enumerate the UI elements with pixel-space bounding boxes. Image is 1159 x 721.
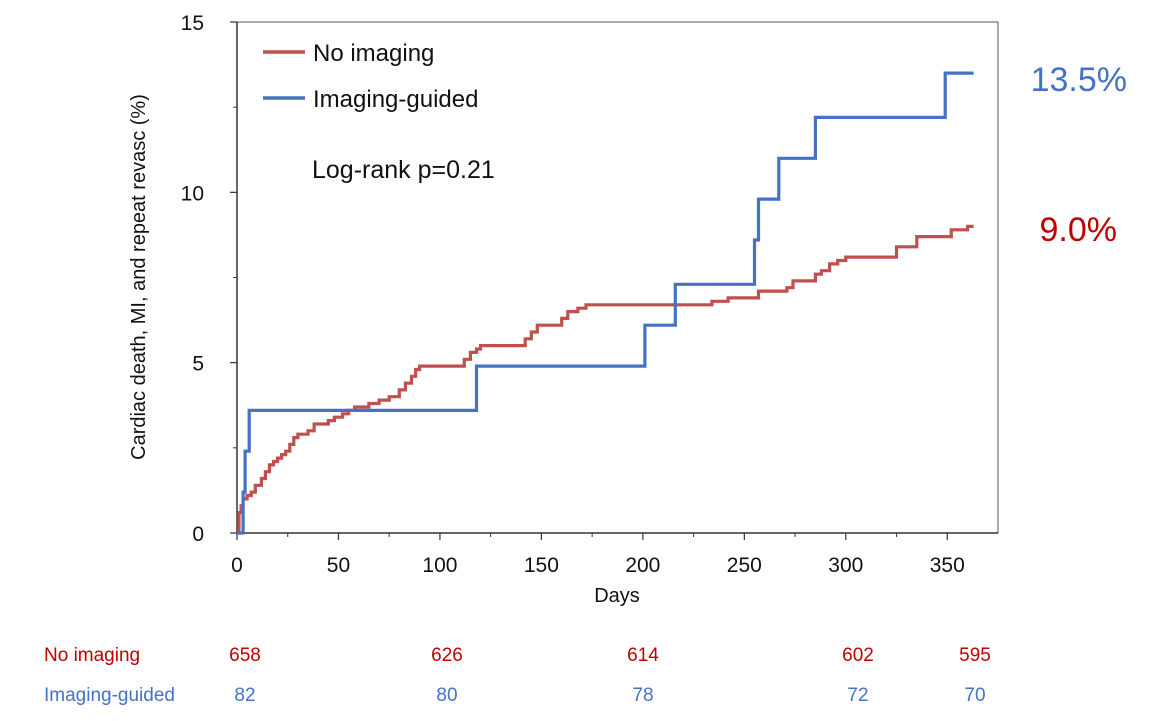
x-tick-label: 0 <box>231 554 243 577</box>
x-tick-label: 50 <box>327 554 350 577</box>
x-tick-label: 200 <box>625 554 660 577</box>
x-tick-label: 350 <box>930 554 965 577</box>
risk-count: 658 <box>229 645 261 666</box>
legend: No imaging Imaging-guided <box>263 40 478 113</box>
risk-count: 82 <box>234 685 255 706</box>
risk-count: 602 <box>842 645 874 666</box>
risk-row-label-imaging-guided: Imaging-guided <box>44 685 175 706</box>
y-tick-label: 0 <box>192 523 204 546</box>
legend-label-no-imaging: No imaging <box>313 40 434 67</box>
risk-count: 80 <box>436 685 457 706</box>
y-tick-label: 15 <box>181 12 204 35</box>
y-tick-label: 10 <box>181 182 204 205</box>
risk-count: 614 <box>627 645 659 666</box>
x-tick-label: 100 <box>422 554 457 577</box>
y-axis-title: Cardiac death, MI, and repeat revasc (%) <box>128 94 150 460</box>
series-line-no-imaging <box>237 224 974 535</box>
series-line-imaging-guided <box>237 71 974 535</box>
risk-count: 595 <box>959 645 991 666</box>
logrank-annotation: Log-rank p=0.21 <box>312 156 495 184</box>
legend-label-imaging-guided: Imaging-guided <box>313 86 478 113</box>
risk-table-numbers: 658 626 614 602 595 82 80 78 72 70 <box>229 645 991 706</box>
risk-count: 72 <box>847 685 868 706</box>
risk-count: 78 <box>632 685 653 706</box>
x-tick-label: 300 <box>828 554 863 577</box>
x-axis-title: Days <box>594 585 640 607</box>
risk-count: 70 <box>964 685 985 706</box>
series-layer <box>237 71 974 535</box>
ticks-layer: 0 50 100 150 200 250 300 350 0 5 10 15 <box>181 12 965 577</box>
x-tick-label: 250 <box>727 554 762 577</box>
risk-count: 626 <box>431 645 463 666</box>
y-tick-label: 5 <box>192 353 204 376</box>
risk-row-label-no-imaging: No imaging <box>44 645 140 666</box>
final-label-no-imaging: 9.0% <box>1040 211 1118 249</box>
x-tick-label: 150 <box>524 554 559 577</box>
risk-table: No imaging Imaging-guided 658 626 614 602 59… <box>44 645 991 706</box>
final-label-imaging-guided: 13.5% <box>1031 61 1127 99</box>
